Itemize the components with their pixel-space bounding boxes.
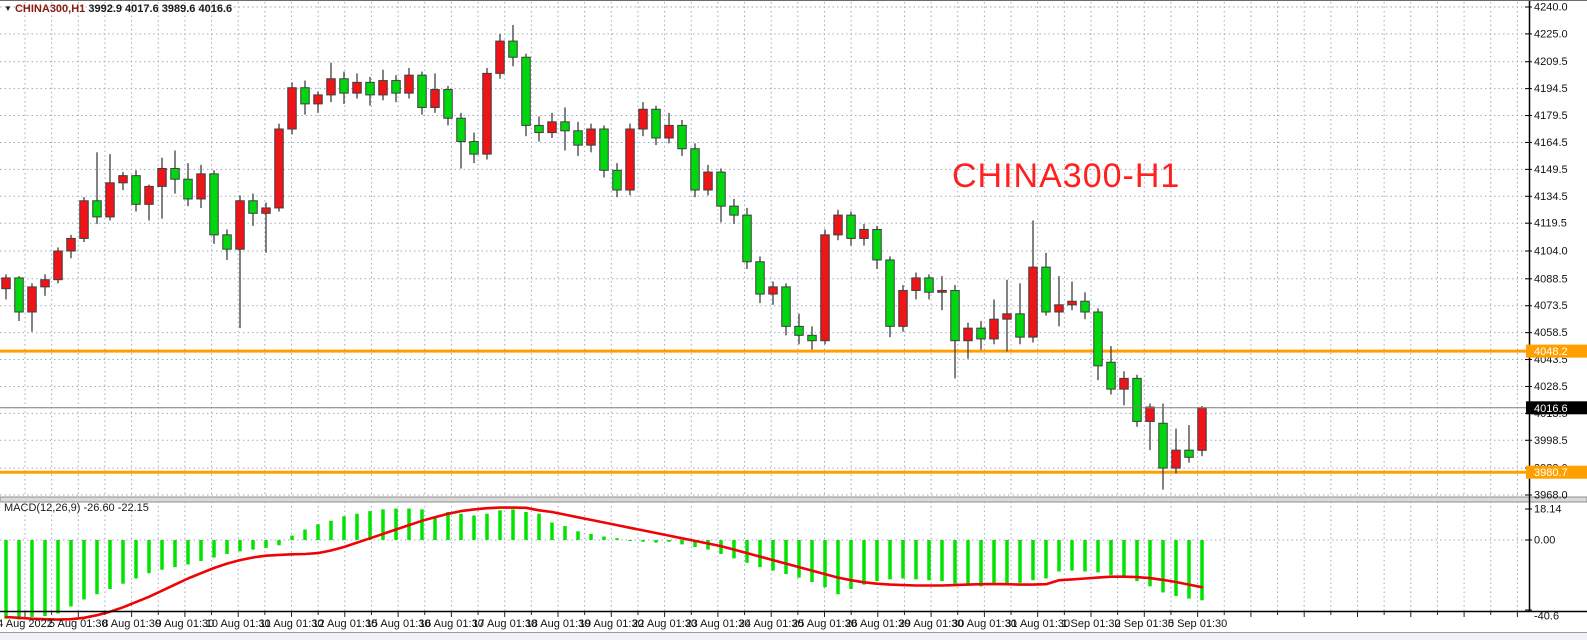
svg-text:9 Aug 01:30: 9 Aug 01:30 [156,618,215,630]
svg-text:5 Sep 01:30: 5 Sep 01:30 [1168,618,1227,630]
svg-text:4179.5: 4179.5 [1534,110,1568,122]
svg-text:4 Aug 2022: 4 Aug 2022 [0,618,53,630]
svg-text:25 Aug 01:30: 25 Aug 01:30 [792,618,857,630]
svg-text:29 Aug 01:30: 29 Aug 01:30 [899,618,964,630]
svg-text:4016.6: 4016.6 [1534,403,1568,415]
svg-text:8 Aug 01:30: 8 Aug 01:30 [102,618,161,630]
svg-text:4058.5: 4058.5 [1534,327,1568,339]
svg-text:4134.5: 4134.5 [1534,191,1568,203]
svg-text:10 Aug 01:30: 10 Aug 01:30 [206,618,271,630]
macd-indicator [4,506,1204,621]
legend-ohlc-values: 3992.9 4017.6 3989.6 4016.6 [88,3,233,15]
symbol-dropdown-icon[interactable]: ▼ [4,4,12,13]
legend-symbol-timeframe: CHINA300,H1 [14,3,86,15]
svg-text:4088.5: 4088.5 [1534,273,1568,285]
grid-lines [0,2,1529,611]
svg-text:19 Aug 01:30: 19 Aug 01:30 [579,618,644,630]
svg-text:4073.5: 4073.5 [1534,300,1568,312]
svg-text:4209.5: 4209.5 [1534,56,1568,68]
window-bottom-strip [0,632,1587,640]
svg-text:4194.5: 4194.5 [1534,83,1568,95]
svg-text:4028.5: 4028.5 [1534,381,1568,393]
svg-text:17 Aug 01:30: 17 Aug 01:30 [472,618,537,630]
svg-text:3980.7: 3980.7 [1534,467,1568,479]
svg-text:22 Aug 01:30: 22 Aug 01:30 [632,618,697,630]
horizontal-price-lines[interactable] [0,349,1529,474]
svg-text:3998.5: 3998.5 [1534,435,1568,447]
price-axis[interactable]: 4240.0 4225.0 4209.5 4194.5 4179.5 4164.5 4149… [1525,2,1568,623]
svg-text:12 Aug 01:30: 12 Aug 01:30 [312,618,377,630]
macd-name: MACD(12,26,9) [4,502,81,514]
svg-text:15 Aug 01:30: 15 Aug 01:30 [366,618,431,630]
macd-indicator-label: MACD(12,26,9) -26.60 -22.15 [4,502,149,514]
svg-text:11 Aug 01:30: 11 Aug 01:30 [259,618,323,630]
svg-text:4225.0: 4225.0 [1534,28,1568,40]
svg-text:4240.0: 4240.0 [1534,2,1568,14]
svg-text:4119.5: 4119.5 [1534,218,1567,230]
chart-legend: ▼ CHINA300,H1 3992.9 4017.6 3989.6 4016.… [4,3,232,15]
macd-values: -26.60 -22.15 [83,502,149,514]
price-tags: 4048.2 3980.7 4016.6 [1526,344,1587,479]
svg-text:30 Aug 01:30: 30 Aug 01:30 [952,618,1017,630]
svg-text:1 Sep 01:30: 1 Sep 01:30 [1061,618,1120,630]
svg-text:16 Aug 01:30: 16 Aug 01:30 [419,618,484,630]
svg-text:4048.2: 4048.2 [1534,346,1568,358]
svg-text:24 Aug 01:30: 24 Aug 01:30 [739,618,804,630]
svg-text:0.00: 0.00 [1534,535,1555,547]
svg-text:2 Sep 01:30: 2 Sep 01:30 [1115,618,1174,630]
svg-text:26 Aug 01:30: 26 Aug 01:30 [845,618,910,630]
chart-watermark: CHINA300-H1 [952,157,1181,195]
svg-text:4164.5: 4164.5 [1534,137,1568,149]
candlestick-series [1,24,1207,490]
svg-text:18.14: 18.14 [1534,504,1562,516]
svg-text:23 Aug 01:30: 23 Aug 01:30 [685,618,750,630]
svg-text:4149.5: 4149.5 [1534,164,1568,176]
svg-text:18 Aug 01:30: 18 Aug 01:30 [526,618,591,630]
chart-plot-area[interactable] [0,1,1529,611]
svg-text:-40.6: -40.6 [1534,611,1559,623]
svg-text:4104.0: 4104.0 [1534,246,1568,258]
panel-separator[interactable] [0,496,1587,503]
svg-text:3968.0: 3968.0 [1534,490,1568,502]
svg-text:5 Aug 01:30: 5 Aug 01:30 [49,618,108,630]
svg-text:31 Aug 01:30: 31 Aug 01:30 [1005,618,1070,630]
